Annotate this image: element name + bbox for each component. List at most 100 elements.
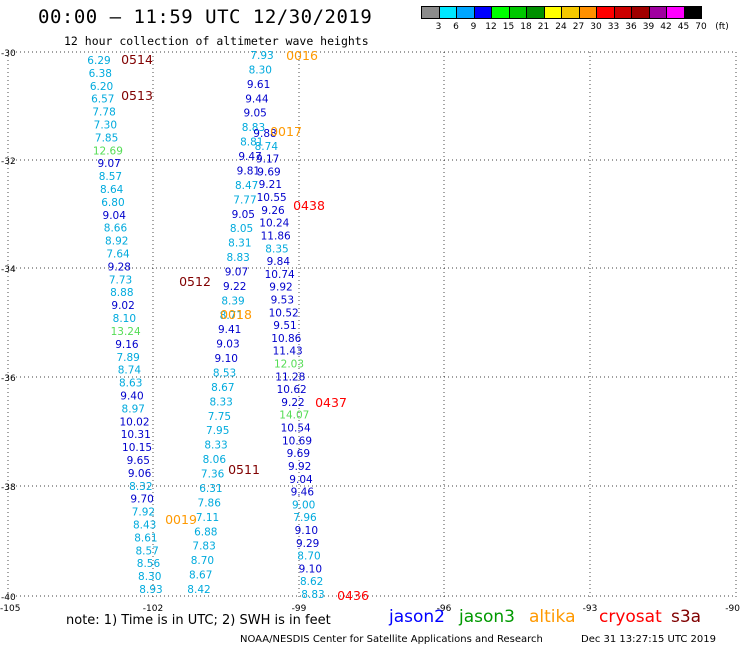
wave-height-value: 8.74 xyxy=(255,141,279,153)
wave-height-value: 9.02 xyxy=(111,300,134,312)
wave-height-value: 8.43 xyxy=(133,519,156,531)
axis-tick-labels: -30 -32 -34 -36 -38 -40-105 -102 -99 -96 -93 -90 xyxy=(0,49,740,614)
wave-height-value: 13.24 xyxy=(111,326,141,338)
longitude-tick-label: -102 xyxy=(143,604,163,614)
wave-height-value: 8.53 xyxy=(213,368,236,380)
wave-height-value: 9.81 xyxy=(237,165,260,177)
wave-height-values: 6.296.386.206.577.787.307.8512.699.078.5… xyxy=(87,50,324,601)
track-time-label: 0436 xyxy=(337,588,369,603)
wave-height-value: 7.85 xyxy=(95,132,118,144)
wave-height-value: 6.20 xyxy=(90,81,113,93)
wave-height-value: 9.69 xyxy=(257,166,280,178)
wave-height-value: 6.88 xyxy=(194,526,217,538)
track-time-label: 0016 xyxy=(286,48,318,63)
wave-height-value: 9.88 xyxy=(253,128,276,140)
wave-height-value: 14.07 xyxy=(279,410,309,422)
wave-height-value: 7.86 xyxy=(198,497,222,509)
latitude-tick-label: -36 xyxy=(1,374,16,384)
scale-label: 24 xyxy=(555,22,567,32)
wave-height-value: 9.26 xyxy=(261,205,285,217)
wave-height-value: 10.24 xyxy=(259,218,289,230)
wave-height-value: 8.47 xyxy=(235,180,258,192)
wave-height-value: 7.89 xyxy=(116,352,139,364)
wave-height-value: 8.30 xyxy=(249,64,272,76)
wave-height-value: 9.07 xyxy=(225,266,248,278)
wave-height-value: 9.04 xyxy=(289,474,313,486)
wave-height-value: 10.15 xyxy=(122,442,152,454)
wave-height-value: 8.97 xyxy=(122,403,145,415)
wave-height-value: 9.47 xyxy=(238,151,261,163)
wave-height-value: 8.67 xyxy=(211,382,234,394)
track-time-label: 0437 xyxy=(315,395,347,410)
wave-height-value: 8.06 xyxy=(203,454,227,466)
wave-height-value: 8.71 xyxy=(220,310,243,322)
wave-height-value: 8.83 xyxy=(226,252,249,264)
map-title: 00:00 – 11:59 UTC 12/30/2019 xyxy=(38,6,373,28)
wave-height-value: 8.83 xyxy=(242,122,265,134)
wave-height-value: 8.31 xyxy=(228,238,251,250)
wave-height-value: 9.05 xyxy=(243,108,266,120)
longitude-tick-label: -99 xyxy=(292,604,307,614)
scale-label: 45 xyxy=(677,22,690,32)
wave-height-value: 7.78 xyxy=(92,107,115,119)
latitude-tick-label: -38 xyxy=(1,483,16,493)
wave-height-value: 11.86 xyxy=(261,230,291,242)
latitude-tick-label: -32 xyxy=(1,157,16,167)
wave-height-value: 8.61 xyxy=(134,532,157,544)
wave-height-value: 8.39 xyxy=(221,295,244,307)
wave-height-value: 9.04 xyxy=(103,210,127,222)
wave-height-value: 9.03 xyxy=(216,339,239,351)
scale-label: 70 xyxy=(695,22,707,32)
wave-height-value: 12.69 xyxy=(93,145,123,157)
wave-height-value: 9.05 xyxy=(232,209,255,221)
wave-height-value: 8.92 xyxy=(105,236,128,248)
wave-height-value: 8.74 xyxy=(118,365,142,377)
scale-swatch xyxy=(683,6,702,19)
wave-height-value: 9.44 xyxy=(245,93,269,105)
wave-height-value: 8.88 xyxy=(110,287,133,299)
wave-height-value: 9.07 xyxy=(97,158,120,170)
wave-height-value: 10.31 xyxy=(121,429,151,441)
wave-height-value: 9.61 xyxy=(247,79,270,91)
latitude-tick-label: -34 xyxy=(1,265,16,275)
wave-height-value: 8.63 xyxy=(119,378,142,390)
longitude-tick-label: -93 xyxy=(583,604,598,614)
wave-height-value: 8.70 xyxy=(191,555,214,567)
track-time-label: 0513 xyxy=(121,88,153,103)
longitude-tick-label: -90 xyxy=(725,604,740,614)
wave-height-value: 9.41 xyxy=(218,324,241,336)
wave-height-value: 6.29 xyxy=(87,55,110,67)
scale-label: 12 xyxy=(485,22,497,32)
wave-height-value: 8.33 xyxy=(204,440,227,452)
wave-height-value: 6.38 xyxy=(89,68,112,80)
wave-height-value: 10.69 xyxy=(282,435,312,447)
wave-height-value: 9.10 xyxy=(295,525,318,537)
wave-height-value: 8.83 xyxy=(301,589,324,601)
wave-height-value: 9.29 xyxy=(296,538,319,550)
scale-label: 42 xyxy=(660,22,672,32)
wave-height-value: 8.66 xyxy=(104,223,128,235)
satellite-legend-item: jason2 xyxy=(389,607,445,627)
wave-height-value: 7.95 xyxy=(206,425,229,437)
wave-height-value: 6.80 xyxy=(101,197,124,209)
wave-height-value: 9.92 xyxy=(269,282,292,294)
wave-height-value: 7.73 xyxy=(109,274,132,286)
wave-height-value: 9.28 xyxy=(108,261,131,273)
wave-height-value: 9.22 xyxy=(281,397,304,409)
satellite-legend-item: jason3 xyxy=(459,607,515,627)
wave-height-value: 7.30 xyxy=(94,120,117,132)
footer-credit: NOAA/NESDIS Center for Satellite Applica… xyxy=(240,634,543,645)
wave-height-value: 10.52 xyxy=(269,307,299,319)
wave-height-value: 9.65 xyxy=(127,455,150,467)
footer-timestamp: Dec 31 13:27:15 UTC 2019 xyxy=(581,634,716,645)
track-time-label: 0019 xyxy=(165,512,197,527)
satellite-legend-item: s3a xyxy=(671,607,702,627)
wave-height-value: 8.62 xyxy=(300,576,323,588)
wave-height-value: 9.00 xyxy=(292,499,315,511)
scale-label: 21 xyxy=(537,22,550,32)
track-time-label: 0018 xyxy=(220,307,252,322)
wave-height-value: 7.36 xyxy=(201,469,225,481)
wave-height-value: 7.93 xyxy=(250,50,273,62)
